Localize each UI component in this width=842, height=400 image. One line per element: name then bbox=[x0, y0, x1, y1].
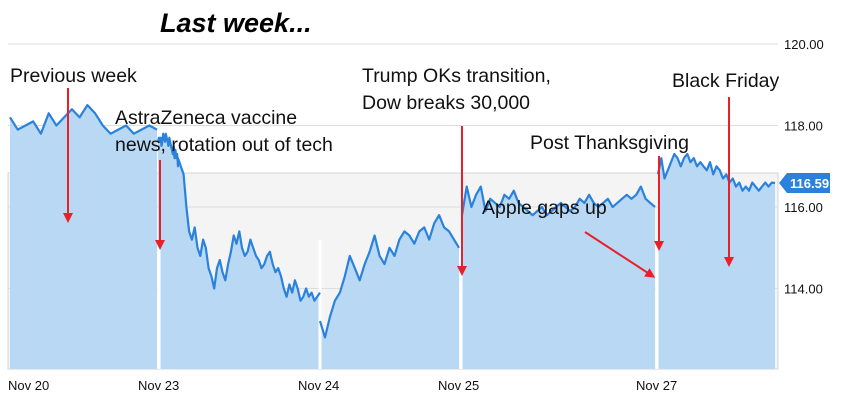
annotation-text-3-0: Post Thanksgiving bbox=[530, 132, 689, 154]
annotation-text-5-0: Apple gaps up bbox=[482, 197, 607, 219]
annotation-text-2-1: Dow breaks 30,000 bbox=[362, 92, 530, 114]
area-nov-25 bbox=[320, 215, 459, 369]
annotation-text-2-0: Trump OKs transition, bbox=[362, 65, 551, 87]
annotation-text-1-0: AstraZeneca vaccine bbox=[115, 107, 297, 129]
xtick-label-nov-23: Nov 23 bbox=[138, 378, 179, 393]
ytick-label-118.00: 118.00 bbox=[784, 119, 823, 134]
annotation-arrow-5 bbox=[584, 231, 656, 278]
area-nov-23 bbox=[158, 133, 320, 369]
ytick-label-116.00: 116.00 bbox=[784, 200, 823, 215]
xtick-label-nov-24: Nov 24 bbox=[298, 378, 339, 393]
ytick-label-120.00: 120.00 bbox=[784, 37, 824, 52]
series-line-nov-25 bbox=[318, 214, 460, 339]
ytick-label-114.00: 114.00 bbox=[784, 282, 823, 297]
area-nov-25-pm bbox=[462, 186, 655, 369]
series-line-nov-23 bbox=[156, 132, 321, 302]
xtick-label-nov-20: Nov 20 bbox=[8, 378, 49, 393]
last-price-label: 116.59 bbox=[790, 176, 829, 191]
series-line-nov-20 bbox=[9, 104, 158, 135]
area-nov-20 bbox=[10, 105, 157, 369]
area-nov-27 bbox=[658, 154, 775, 369]
xtick-label-nov-27: Nov 27 bbox=[636, 378, 677, 393]
xtick-label-nov-25: Nov 25 bbox=[438, 378, 479, 393]
annotation-text-1-1: news, rotation out of tech bbox=[115, 134, 333, 156]
last-price-badge bbox=[779, 173, 830, 193]
annotation-text-4-0: Black Friday bbox=[672, 70, 780, 92]
chart-title: Last week... bbox=[160, 8, 312, 38]
annotation-text-0-0: Previous week bbox=[10, 65, 137, 87]
series-line-nov-25-pm bbox=[460, 185, 656, 217]
series-line-nov-27 bbox=[656, 152, 776, 192]
